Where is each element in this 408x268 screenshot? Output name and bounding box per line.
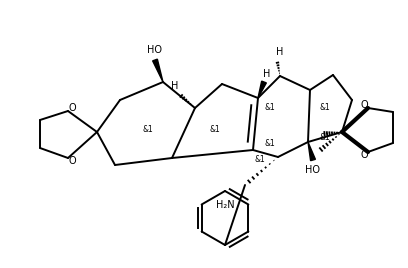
Text: &1: &1 [319, 103, 330, 113]
Text: &1: &1 [265, 103, 275, 113]
Text: HO: HO [148, 45, 162, 55]
Text: &1: &1 [210, 125, 220, 135]
Text: O: O [360, 100, 368, 110]
Text: O: O [68, 103, 76, 113]
Text: H: H [171, 81, 179, 91]
Text: &1: &1 [255, 154, 265, 163]
Text: &1: &1 [319, 133, 330, 143]
Text: &1: &1 [265, 139, 275, 147]
Text: H: H [263, 69, 271, 79]
Text: O: O [68, 156, 76, 166]
Polygon shape [258, 81, 266, 98]
Text: H₂N: H₂N [216, 200, 234, 210]
Polygon shape [308, 142, 315, 161]
Text: O: O [360, 150, 368, 160]
Polygon shape [153, 59, 163, 82]
Text: H: H [276, 47, 284, 57]
Text: &1: &1 [143, 125, 153, 135]
Text: HO: HO [306, 165, 321, 175]
